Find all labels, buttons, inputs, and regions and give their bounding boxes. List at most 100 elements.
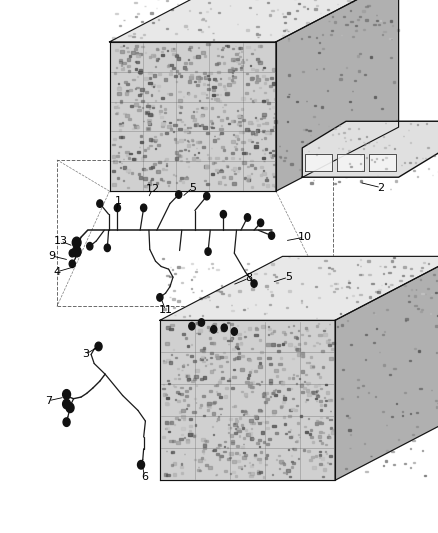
Polygon shape: [306, 306, 307, 307]
Polygon shape: [404, 285, 406, 286]
Polygon shape: [283, 397, 286, 400]
Polygon shape: [179, 111, 181, 113]
Polygon shape: [224, 184, 226, 185]
Polygon shape: [178, 378, 180, 379]
Polygon shape: [126, 47, 127, 48]
Polygon shape: [422, 450, 423, 451]
Circle shape: [63, 418, 70, 426]
Polygon shape: [218, 444, 221, 446]
Polygon shape: [176, 70, 177, 72]
Polygon shape: [187, 131, 190, 133]
Polygon shape: [286, 473, 287, 474]
Polygon shape: [135, 61, 136, 62]
Polygon shape: [304, 401, 306, 402]
Circle shape: [189, 322, 195, 330]
Polygon shape: [159, 106, 161, 107]
Circle shape: [268, 232, 275, 239]
Polygon shape: [161, 125, 164, 127]
Polygon shape: [349, 101, 351, 102]
Polygon shape: [203, 126, 207, 129]
Polygon shape: [418, 350, 420, 352]
Polygon shape: [363, 29, 365, 30]
Polygon shape: [430, 296, 432, 297]
Polygon shape: [204, 180, 206, 181]
Polygon shape: [223, 450, 226, 453]
Polygon shape: [163, 309, 166, 310]
Polygon shape: [119, 25, 121, 26]
Polygon shape: [192, 157, 195, 160]
Polygon shape: [272, 154, 275, 157]
Polygon shape: [315, 455, 317, 457]
Polygon shape: [311, 456, 314, 458]
Polygon shape: [181, 472, 184, 474]
Polygon shape: [225, 45, 227, 46]
Polygon shape: [230, 473, 231, 474]
Polygon shape: [258, 439, 261, 441]
Polygon shape: [269, 379, 272, 382]
Polygon shape: [162, 388, 165, 390]
Polygon shape: [288, 40, 289, 41]
Polygon shape: [295, 348, 298, 350]
Polygon shape: [179, 180, 181, 181]
Polygon shape: [357, 70, 360, 72]
Polygon shape: [267, 357, 271, 359]
Text: 2: 2: [378, 183, 385, 192]
Polygon shape: [258, 45, 261, 47]
Polygon shape: [178, 99, 182, 102]
Polygon shape: [272, 173, 274, 175]
Polygon shape: [229, 453, 233, 455]
Polygon shape: [152, 107, 154, 109]
Polygon shape: [201, 51, 205, 54]
Polygon shape: [312, 366, 314, 367]
Polygon shape: [198, 141, 201, 143]
Polygon shape: [295, 440, 297, 442]
Polygon shape: [364, 74, 366, 75]
Polygon shape: [175, 357, 177, 358]
Polygon shape: [269, 363, 272, 365]
Polygon shape: [196, 321, 199, 324]
Polygon shape: [216, 447, 219, 448]
Polygon shape: [366, 153, 367, 154]
Polygon shape: [190, 50, 191, 51]
Polygon shape: [379, 265, 381, 266]
Polygon shape: [186, 158, 187, 159]
Polygon shape: [237, 460, 240, 462]
Polygon shape: [164, 112, 166, 114]
Polygon shape: [110, 0, 399, 42]
Polygon shape: [119, 61, 122, 63]
Polygon shape: [214, 385, 215, 386]
Polygon shape: [145, 77, 148, 79]
Polygon shape: [129, 55, 131, 56]
Polygon shape: [296, 405, 298, 406]
Polygon shape: [191, 288, 192, 289]
Circle shape: [95, 342, 102, 351]
Polygon shape: [219, 395, 222, 398]
Polygon shape: [145, 52, 146, 53]
Polygon shape: [397, 29, 399, 31]
Polygon shape: [127, 51, 130, 52]
Polygon shape: [318, 373, 319, 374]
Polygon shape: [233, 48, 234, 49]
Polygon shape: [260, 351, 263, 353]
Polygon shape: [139, 69, 142, 71]
Circle shape: [220, 211, 226, 218]
Polygon shape: [413, 170, 415, 171]
Polygon shape: [385, 168, 387, 169]
Polygon shape: [434, 155, 435, 156]
Polygon shape: [322, 47, 325, 49]
Polygon shape: [427, 288, 429, 289]
Polygon shape: [209, 352, 213, 354]
Polygon shape: [252, 422, 255, 424]
Polygon shape: [182, 333, 185, 335]
Polygon shape: [272, 410, 276, 413]
Polygon shape: [218, 381, 221, 383]
Polygon shape: [115, 102, 116, 103]
Polygon shape: [264, 160, 265, 161]
Polygon shape: [178, 155, 180, 157]
Polygon shape: [297, 422, 299, 424]
Polygon shape: [352, 295, 354, 296]
Polygon shape: [285, 433, 287, 434]
Polygon shape: [126, 83, 129, 85]
Polygon shape: [185, 68, 187, 70]
Circle shape: [204, 192, 210, 200]
